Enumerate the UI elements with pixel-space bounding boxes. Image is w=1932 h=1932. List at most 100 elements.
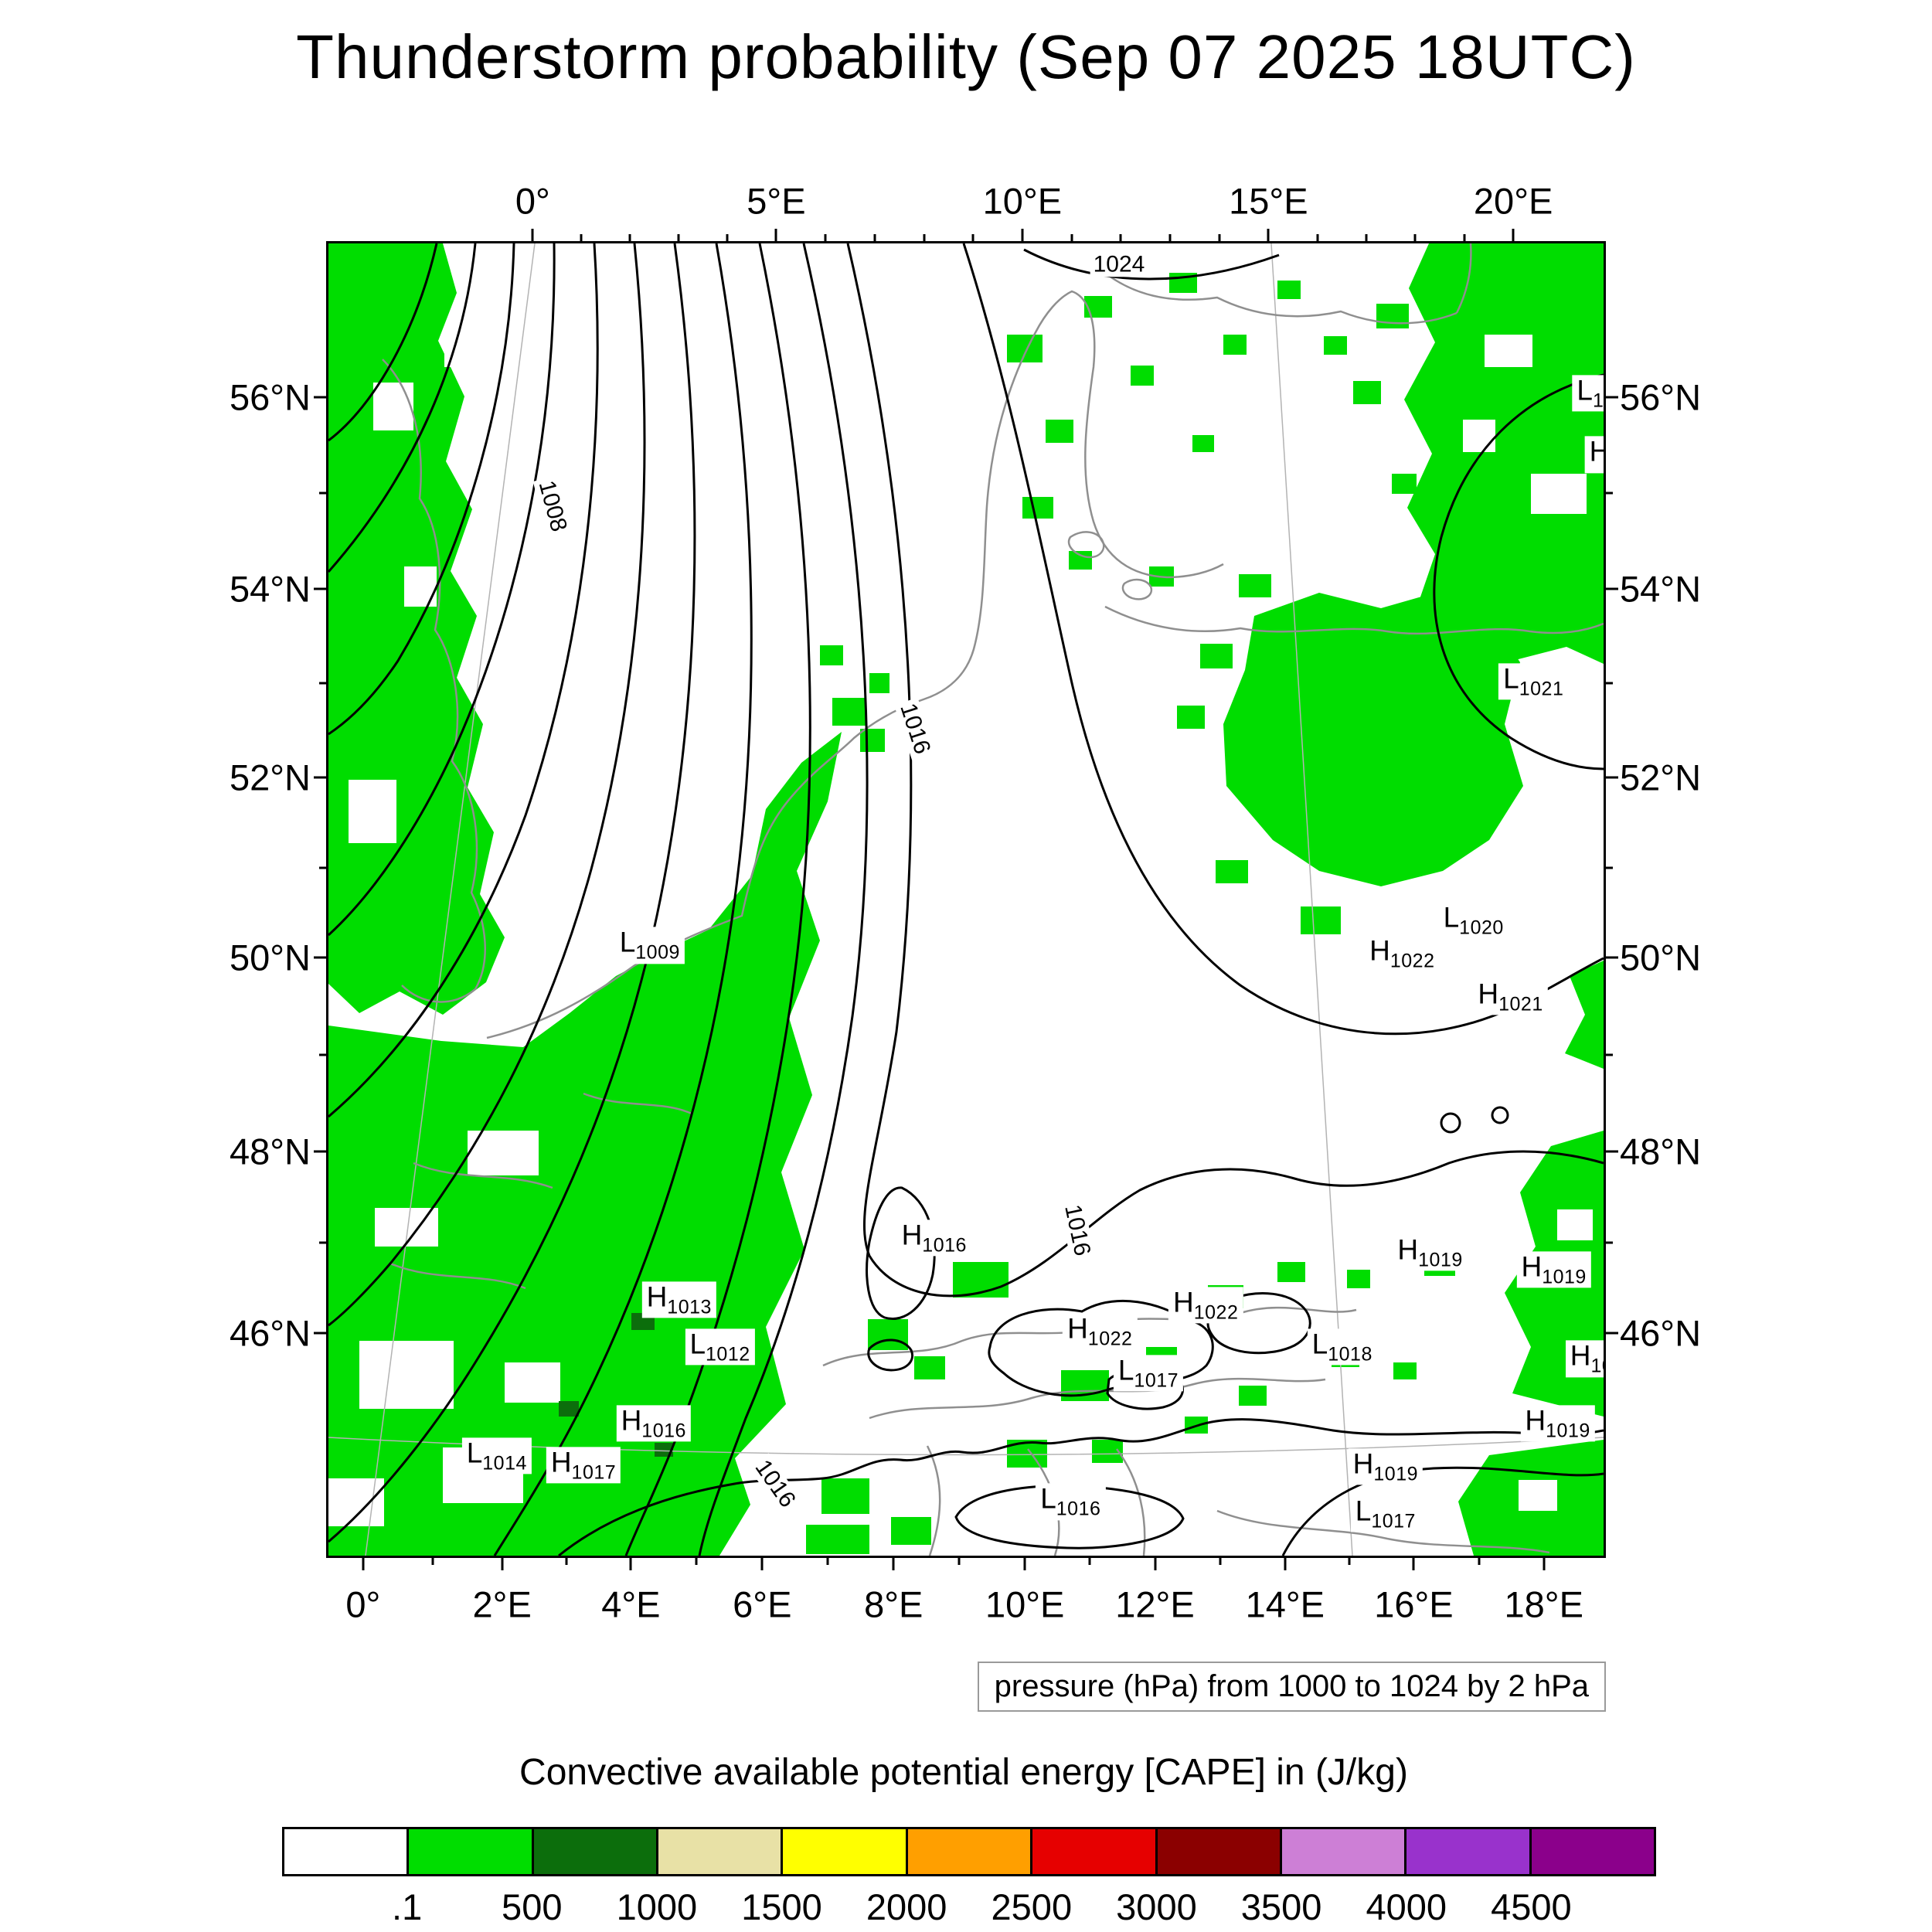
axis-minor-tick <box>1365 234 1368 241</box>
axis-minor-tick <box>1478 1558 1481 1565</box>
axis-tick-label: 10°E <box>985 1583 1065 1625</box>
axis-minor-tick <box>319 1053 326 1056</box>
colorbar-tick-label: 1000 <box>616 1886 698 1927</box>
pressure-center-label: H1013 <box>641 1281 716 1318</box>
axis-tick-mark <box>314 396 326 399</box>
axis-minor-tick <box>957 1558 961 1565</box>
axis-tick-label: 14°E <box>1245 1583 1325 1625</box>
axis-tick-label: 6°E <box>733 1583 792 1625</box>
cape-shading-layer <box>328 243 1604 1556</box>
pressure-center-label: L1014 <box>461 1437 532 1475</box>
axis-minor-tick <box>319 682 326 685</box>
pressure-center-label: H1019 <box>1520 1404 1595 1442</box>
pressure-center-label: L1016 <box>1036 1483 1106 1520</box>
contour-caption: pressure (hPa) from 1000 to 1024 by 2 hP… <box>977 1662 1606 1712</box>
axis-minor-tick <box>1606 866 1613 869</box>
pressure-center-label: H1019 <box>1393 1234 1468 1271</box>
axis-tick-mark <box>1606 1332 1618 1335</box>
axis-top-tickmarks <box>326 229 1601 241</box>
axis-tick-mark <box>314 776 326 779</box>
pressure-center-label: H1017 <box>546 1447 621 1484</box>
axis-right-labels: 56°N 54°N 52°N 50°N 48°N 46°N <box>1620 241 1736 1553</box>
axis-minor-tick <box>971 234 975 241</box>
axis-minor-tick <box>431 1558 434 1565</box>
pressure-center-label: H1022 <box>1063 1313 1138 1350</box>
axis-minor-tick <box>1168 234 1172 241</box>
axis-minor-tick <box>923 234 926 241</box>
axis-minor-tick <box>1463 234 1466 241</box>
axis-minor-tick <box>873 234 876 241</box>
axis-tick-mark <box>774 229 777 241</box>
colorbar-tick-label: 3500 <box>1240 1886 1322 1927</box>
colorbar-cell <box>1157 1829 1282 1874</box>
pressure-center-label: H1016 <box>616 1404 691 1442</box>
axis-tick-mark <box>531 229 534 241</box>
axis-tick-label: 0° <box>515 180 550 222</box>
axis-bottom-labels: 0° 2°E 4°E 6°E 8°E 10°E 12°E 14°E 16°E 18°E <box>326 1583 1601 1626</box>
axis-minor-tick <box>565 1558 568 1565</box>
pressure-center-label: H1021 <box>1473 978 1548 1015</box>
contour-value-label: 1024 <box>1090 252 1148 277</box>
colorbar-cell <box>783 1829 908 1874</box>
pressure-center-label: L1017 <box>1350 1495 1420 1532</box>
isobar-1008 <box>328 243 556 937</box>
axis-minor-tick <box>1348 1558 1351 1565</box>
cape-colorbar <box>282 1827 1656 1876</box>
axis-tick-label: 12°E <box>1115 1583 1195 1625</box>
colorbar-tick-label: 2000 <box>866 1886 947 1927</box>
axis-top-labels: 0° 5°E 10°E 15°E 20°E <box>326 179 1601 223</box>
cape-region-right-edge <box>1565 961 1604 1069</box>
axis-tick-label: 56°N <box>229 376 311 418</box>
axis-tick-mark <box>1021 229 1024 241</box>
axis-minor-tick <box>1606 682 1613 685</box>
pressure-center-label: H1019 <box>1348 1447 1423 1485</box>
pressure-center-label: H <box>1584 436 1604 473</box>
axis-minor-tick <box>677 234 680 241</box>
axis-tick-label: 50°N <box>229 937 311 978</box>
cape-colorbar-labels: .1 500 1000 1500 2000 2500 3000 3500 4000 4500 <box>282 1886 1656 1927</box>
axis-tick-label: 10°E <box>982 180 1063 222</box>
axis-tick-mark <box>1606 587 1618 590</box>
axis-minor-tick <box>1070 234 1073 241</box>
axis-tick-mark <box>314 1332 326 1335</box>
axis-tick-mark <box>314 956 326 959</box>
axis-tick-label: 5°E <box>747 180 806 222</box>
pressure-center-label: H1016 <box>896 1219 971 1257</box>
cape-region-baltic <box>1404 243 1604 664</box>
map-area: 102410081016L1009L10HL1021L1020H1022H102… <box>326 241 1606 1558</box>
axis-tick-label: 54°N <box>1620 568 1702 610</box>
pressure-center-label: L1020 <box>1438 902 1509 939</box>
colorbar-cell <box>1281 1829 1407 1874</box>
axis-minor-tick <box>1413 234 1417 241</box>
axis-tick-mark <box>1606 776 1618 779</box>
axis-minor-tick <box>826 1558 829 1565</box>
axis-tick-mark <box>1284 1558 1287 1570</box>
axis-bottom-tickmarks <box>326 1558 1601 1570</box>
pressure-center-label: L1018 <box>1307 1328 1377 1366</box>
axis-tick-mark <box>1154 1558 1156 1570</box>
axis-left-labels: 56°N 54°N 52°N 50°N 48°N 46°N <box>195 241 311 1553</box>
pressure-center-label: L1017 <box>1113 1355 1184 1392</box>
axis-tick-mark <box>1512 229 1515 241</box>
axis-tick-label: 48°N <box>229 1131 311 1172</box>
pressure-center-label: H1022 <box>1168 1287 1243 1324</box>
axis-tick-mark <box>1606 1150 1618 1153</box>
weather-map-graphic <box>328 243 1604 1556</box>
axis-minor-tick <box>319 1241 326 1244</box>
axis-minor-tick <box>1316 234 1319 241</box>
axis-minor-tick <box>1088 1558 1091 1565</box>
axis-tick-mark <box>1267 229 1270 241</box>
axis-tick-label: 8°E <box>864 1583 923 1625</box>
pressure-center-label: H1022 <box>1365 934 1440 972</box>
axis-tick-label: 15°E <box>1229 180 1308 222</box>
axis-tick-label: 46°N <box>1620 1312 1702 1354</box>
axis-tick-mark <box>760 1558 764 1570</box>
axis-minor-tick <box>1606 1241 1613 1244</box>
axis-minor-tick <box>1606 1053 1613 1056</box>
colorbar-tick-label: 3000 <box>1116 1886 1197 1927</box>
isobar-1024 <box>1023 248 1280 281</box>
colorbar-cell <box>907 1829 1033 1874</box>
axis-tick-label: 0° <box>345 1583 381 1625</box>
axis-minor-tick <box>319 866 326 869</box>
